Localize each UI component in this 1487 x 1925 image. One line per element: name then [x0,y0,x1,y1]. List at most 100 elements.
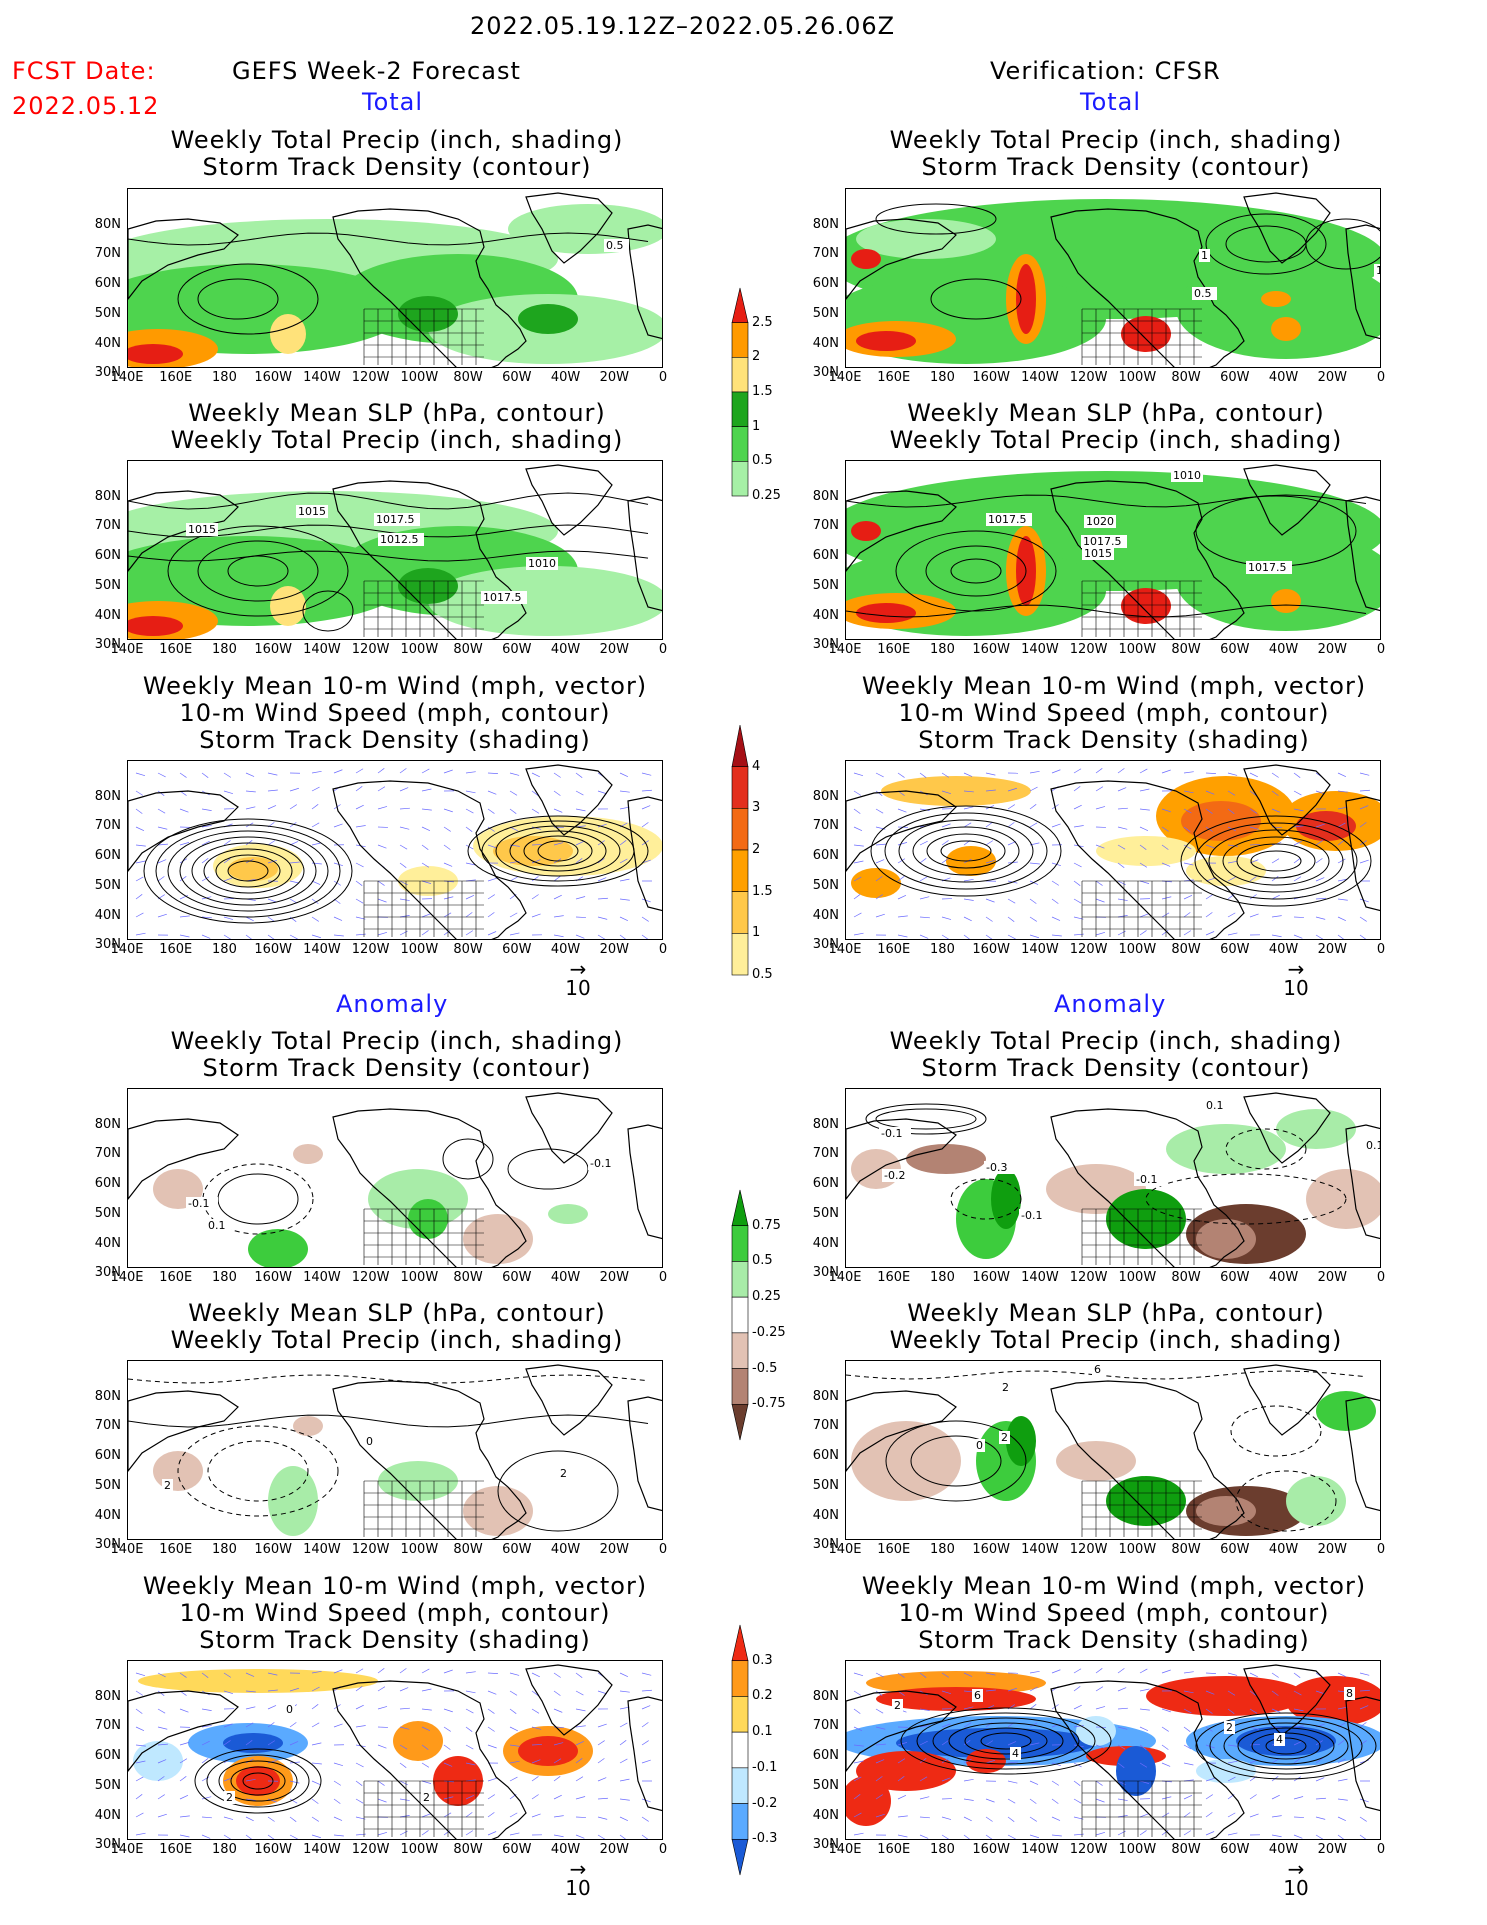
wind-vector [1139,1688,1150,1692]
wind-vector [179,1815,190,1818]
lat-tick-label: 30N [94,1837,121,1852]
wind-vector [465,895,475,900]
wind-vector [1293,1672,1301,1678]
right-total-heading: Total [1080,88,1142,116]
contour-line [870,805,1062,897]
wind-vector [1051,880,1060,886]
svg-text:-0.3: -0.3 [986,1161,1007,1174]
colorbar-total-storm-density [720,705,780,995]
svg-text:2: 2 [164,1479,171,1492]
wind-vector [1227,1776,1236,1782]
wind-vector [1007,1780,1018,1784]
shading-area [1121,316,1171,352]
wind-vector [1315,934,1324,939]
wind-vector [1205,1708,1213,1714]
wind-vector [421,1726,431,1731]
wind-vector [1161,844,1169,850]
contour-line [128,1414,649,1428]
wind-vector [465,1830,474,1836]
coastline [128,218,239,300]
wind-vector [443,1796,454,1800]
lat-tick-label: 60N [812,848,839,863]
wind-vector [509,1760,520,1764]
wind-vector [919,1776,928,1782]
wind-vector [135,860,146,864]
wind-vector [509,790,518,796]
lon-tick-label: 180 [212,1542,237,1557]
wind-vector [641,1705,651,1710]
title-vr1-line1: Weekly Total Precip (inch, shading) [889,126,1343,154]
wind-vector [1183,826,1191,832]
shading-area [1176,259,1380,359]
wind-vector [641,822,649,828]
colorbar-segment [731,849,749,892]
lon-tick-label: 180 [930,370,955,385]
wind-vector [1139,844,1147,850]
wind-vector [311,1816,319,1822]
wind-vector [201,934,211,939]
wind-vector [1315,840,1323,846]
wind-vector [553,790,561,796]
wind-vector [1227,860,1238,864]
map-canvas: -0.1 -0.2 -0.3 -0.1 -0.1 0.1 0.1 [846,1092,1380,1267]
wind-vector [1315,858,1323,864]
lon-tick-label: 180 [212,942,237,957]
svg-text:0.5: 0.5 [606,239,624,252]
shading-area [228,857,278,881]
contour-label: 0 [284,1703,295,1716]
wind-vector [875,1690,883,1696]
lon-tick-label: 80W [453,942,483,957]
wind-vector [179,842,190,846]
wind-vector [201,1740,210,1746]
coastline [1050,1108,1245,1267]
wind-vector [897,772,905,778]
title-fa1-line2: Storm Track Density (contour) [202,1054,592,1082]
colorbar-label: 0.5 [752,453,773,469]
wind-vector [875,772,884,778]
contour-line [509,830,607,872]
lon-tick-label: 180 [930,1542,955,1557]
wind-vector [1271,876,1279,882]
wind-vector [941,772,950,778]
svg-text:2: 2 [560,1467,567,1480]
wind-vector [575,1740,584,1746]
lon-tick-label: 140E [828,1270,862,1285]
lat-tick-label: 60N [812,276,839,291]
wind-vector [575,790,584,796]
wind-vector [1029,1816,1037,1822]
shading-area [1016,264,1036,334]
wind-vector [399,862,407,868]
wind-vector [157,1813,167,1818]
wind-vector [1139,788,1150,792]
lat-tick-label: 60N [94,1448,121,1463]
coastline [525,764,613,836]
lon-tick-label: 0 [1376,1542,1386,1557]
lon-tick-label: 160E [877,642,911,657]
wind-vector [1183,1830,1192,1836]
wind-vector [575,896,586,900]
wind-vector [597,823,607,828]
lat-tick-label: 30N [94,1537,121,1552]
colorbar-label: 2.5 [752,314,773,330]
lon-tick-label: 160W [972,642,1010,657]
wind-vector [919,1816,930,1819]
wind-vector [531,1776,539,1782]
wind-vector [1051,1798,1059,1804]
wind-vector [531,876,539,882]
coastline [846,790,957,872]
wind-vector [1139,1780,1150,1784]
wind-vector [1139,1668,1148,1674]
lon-tick-label: 20W [599,642,629,657]
lon-tick-label: 80W [453,1270,483,1285]
lon-tick-label: 140W [303,942,341,957]
lon-tick-label: 140E [828,642,862,657]
svg-text:1015: 1015 [1084,547,1112,560]
wind-vector [575,1708,586,1712]
coastline [525,1092,613,1164]
lon-tick-label: 120W [351,1842,390,1857]
wind-vector [1117,1707,1128,1710]
shading-area [248,1229,308,1267]
wind-vector [919,1708,930,1711]
colorbar-segment [731,1696,749,1733]
lon-tick-label: 20W [1317,942,1347,957]
